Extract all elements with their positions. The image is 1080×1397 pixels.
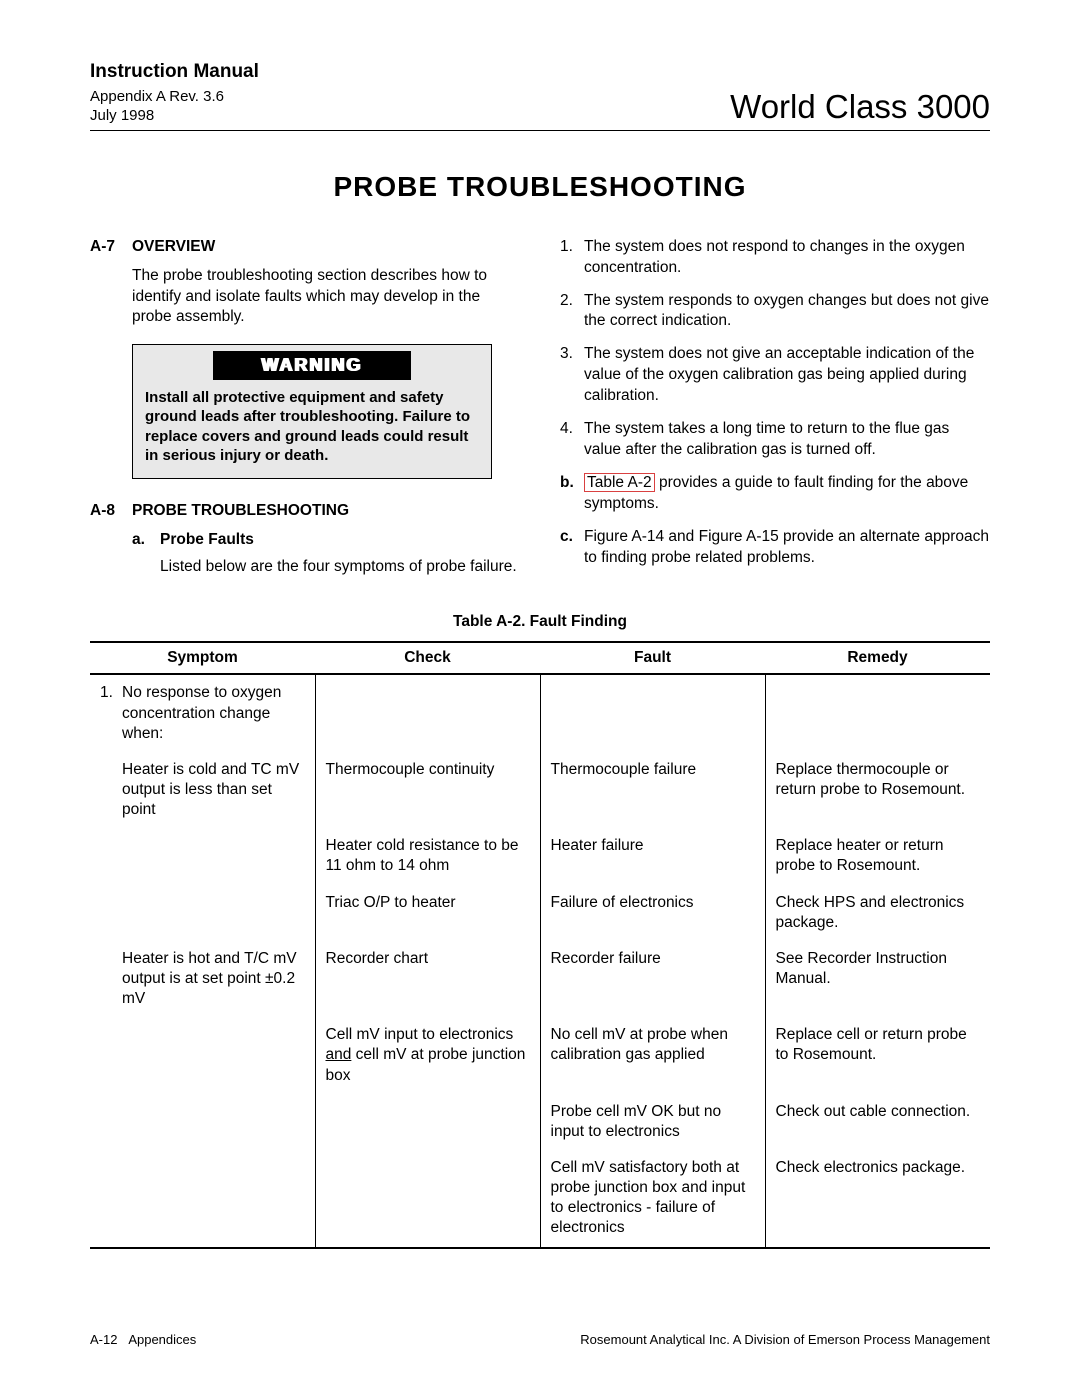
cell-symptom [90, 1017, 315, 1093]
col-check: Check [315, 642, 540, 674]
cell-fault: Thermocouple failure [540, 752, 765, 828]
item-number: 3. [560, 344, 584, 407]
footer-left: A-12 Appendices [90, 1332, 196, 1347]
note-c: c. Figure A-14 and Figure A-15 provide a… [560, 527, 990, 569]
cell-symptom: Heater is cold and TC mV output is less … [90, 752, 315, 828]
symptom-item: 4.The system takes a long time to return… [560, 419, 990, 461]
header-date: July 1998 [90, 106, 259, 126]
note-b: b. Table A-2 provides a guide to fault f… [560, 473, 990, 515]
cell-fault: Recorder failure [540, 941, 765, 1017]
item-text: The system responds to oxygen changes bu… [584, 291, 990, 333]
sub-title: Probe Faults [160, 530, 254, 551]
cell-fault: Failure of electronics [540, 885, 765, 941]
symptom-item: 2.The system responds to oxygen changes … [560, 291, 990, 333]
section-title: OVERVIEW [132, 237, 215, 258]
symptom-item: 3.The system does not give an acceptable… [560, 344, 990, 407]
right-column: 1.The system does not respond to changes… [560, 237, 990, 590]
section-a7-header: A-7 OVERVIEW [90, 237, 520, 258]
col-symptom: Symptom [90, 642, 315, 674]
table-row: Heater is cold and TC mV output is less … [90, 752, 990, 828]
cell-symptom: Heater is hot and T/C mV output is at se… [90, 941, 315, 1017]
cell-fault: No cell mV at probe when calibration gas… [540, 1017, 765, 1093]
warning-label: WARNING [213, 351, 411, 379]
table-row: Cell mV satisfactory both at probe junct… [90, 1150, 990, 1248]
cell-check [315, 1094, 540, 1150]
warning-box: WARNING Install all protective equipment… [132, 344, 492, 478]
cell-check: Cell mV input to electronics and cell mV… [315, 1017, 540, 1093]
col-remedy: Remedy [765, 642, 990, 674]
cell-remedy: Check HPS and electronics package. [765, 885, 990, 941]
note-label: b. [560, 473, 584, 515]
item-text: The system does not respond to changes i… [584, 237, 990, 279]
appendix-rev: Appendix A Rev. 3.6 [90, 87, 259, 107]
cell-fault [540, 674, 765, 751]
table-caption: Table A-2. Fault Finding [90, 613, 990, 631]
item-text: The system does not give an acceptable i… [584, 344, 990, 407]
item-number: 2. [560, 291, 584, 333]
cell-check: Thermocouple continuity [315, 752, 540, 828]
table-row: Heater cold resistance to be 11 ohm to 1… [90, 828, 990, 884]
cell-check: Recorder chart [315, 941, 540, 1017]
manual-title: Instruction Manual [90, 60, 259, 85]
item-number: 1. [560, 237, 584, 279]
product-name: World Class 3000 [730, 88, 990, 126]
warning-body: Install all protective equipment and saf… [133, 388, 491, 478]
footer-section: Appendices [128, 1332, 196, 1347]
sub-label: a. [132, 530, 160, 551]
col-fault: Fault [540, 642, 765, 674]
page-number: A-12 [90, 1332, 117, 1347]
cell-fault: Probe cell mV OK but no input to electro… [540, 1094, 765, 1150]
cell-symptom [90, 1150, 315, 1248]
cell-check: Triac O/P to heater [315, 885, 540, 941]
note-text: Table A-2 provides a guide to fault find… [584, 473, 990, 515]
item-text: The system takes a long time to return t… [584, 419, 990, 461]
cell-symptom [90, 828, 315, 884]
page-title: PROBE TROUBLESHOOTING [90, 171, 990, 203]
table-row: 1.No response to oxygen concentration ch… [90, 674, 990, 751]
cell-symptom [90, 885, 315, 941]
subsection-a: a. Probe Faults [132, 530, 520, 551]
cell-check: Heater cold resistance to be 11 ohm to 1… [315, 828, 540, 884]
symptom-item: 1.The system does not respond to changes… [560, 237, 990, 279]
table-row: Cell mV input to electronics and cell mV… [90, 1017, 990, 1093]
cell-remedy: See Recorder Instruction Manual. [765, 941, 990, 1017]
table-ref-link[interactable]: Table A-2 [584, 473, 655, 492]
cell-symptom: 1.No response to oxygen concentration ch… [90, 674, 315, 751]
page-footer: A-12 Appendices Rosemount Analytical Inc… [90, 1332, 990, 1347]
cell-remedy: Replace heater or return probe to Rosemo… [765, 828, 990, 884]
cell-remedy: Check out cable connection. [765, 1094, 990, 1150]
section-title: PROBE TROUBLESHOOTING [132, 501, 349, 522]
cell-remedy: Replace cell or return probe to Rosemoun… [765, 1017, 990, 1093]
cell-symptom [90, 1094, 315, 1150]
item-number: 4. [560, 419, 584, 461]
notes-list: b. Table A-2 provides a guide to fault f… [560, 473, 990, 569]
left-column: A-7 OVERVIEW The probe troubleshooting s… [90, 237, 520, 590]
sub-body: Listed below are the four symptoms of pr… [160, 557, 520, 578]
page-header: Instruction Manual Appendix A Rev. 3.6 J… [90, 60, 990, 131]
cell-remedy [765, 674, 990, 751]
cell-remedy: Replace thermocouple or return probe to … [765, 752, 990, 828]
section-number: A-7 [90, 237, 132, 258]
table-row: Probe cell mV OK but no input to electro… [90, 1094, 990, 1150]
cell-remedy: Check electronics package. [765, 1150, 990, 1248]
cell-fault: Cell mV satisfactory both at probe junct… [540, 1150, 765, 1248]
table-row: Triac O/P to heaterFailure of electronic… [90, 885, 990, 941]
content-columns: A-7 OVERVIEW The probe troubleshooting s… [90, 237, 990, 590]
cell-fault: Heater failure [540, 828, 765, 884]
fault-table: Symptom Check Fault Remedy 1.No response… [90, 641, 990, 1248]
section-a8-header: A-8 PROBE TROUBLESHOOTING [90, 501, 520, 522]
table-header-row: Symptom Check Fault Remedy [90, 642, 990, 674]
section-number: A-8 [90, 501, 132, 522]
symptom-list: 1.The system does not respond to changes… [560, 237, 990, 461]
cell-check [315, 1150, 540, 1248]
table-row: Heater is hot and T/C mV output is at se… [90, 941, 990, 1017]
section-a7-body: The probe troubleshooting section descri… [132, 266, 520, 329]
cell-check [315, 674, 540, 751]
header-left: Instruction Manual Appendix A Rev. 3.6 J… [90, 60, 259, 126]
note-text: Figure A-14 and Figure A-15 provide an a… [584, 527, 990, 569]
note-label: c. [560, 527, 584, 569]
footer-right: Rosemount Analytical Inc. A Division of … [580, 1332, 990, 1347]
